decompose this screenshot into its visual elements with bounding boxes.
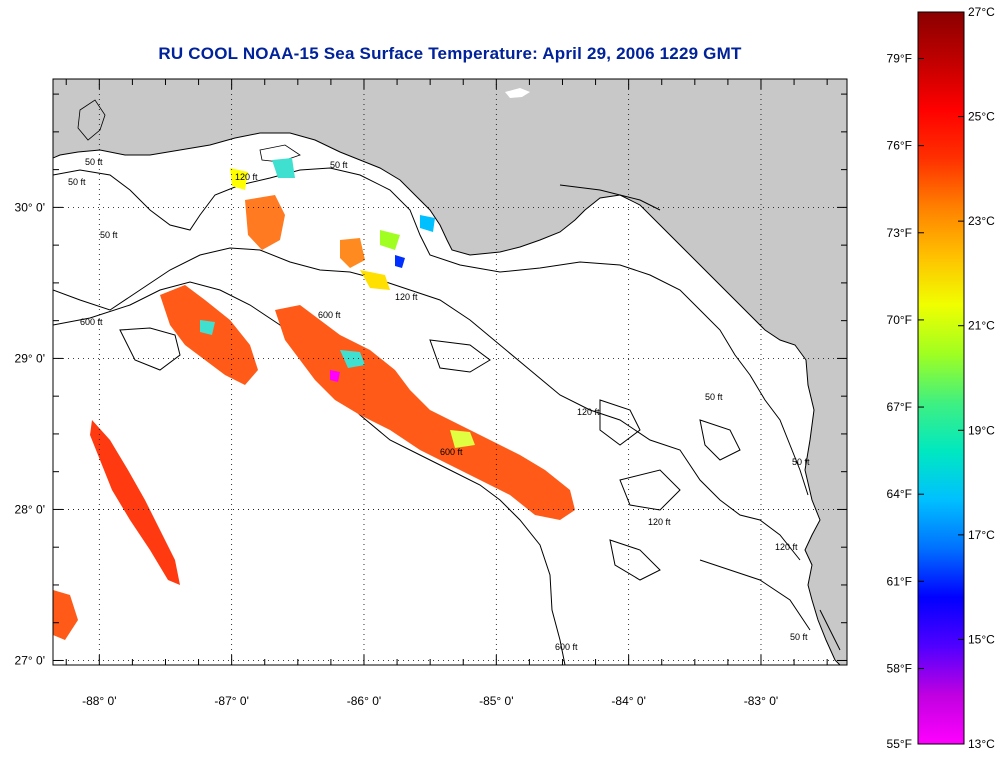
- contour-label-600ft-a: 600 ft: [80, 317, 103, 327]
- colorbar-gradient: [917, 11, 965, 745]
- sst-patch-northwest: [245, 195, 285, 250]
- latitude-tick-label: 30° 0': [15, 200, 45, 214]
- contour-label-50ft-c: 50 ft: [330, 160, 348, 170]
- sst-patch-cool-2: [450, 430, 475, 448]
- longitude-tick-label: -85° 0': [479, 694, 513, 708]
- colorbar-f-label: 61°F: [887, 574, 912, 588]
- colorbar-f-label: 55°F: [887, 737, 912, 751]
- contour-label-50ft-f: 50 ft: [792, 457, 810, 467]
- sst-patch-west-streamer: [160, 285, 258, 385]
- sst-patch-far-southwest: [53, 590, 78, 640]
- land-mass: [53, 79, 847, 665]
- contour-label-120ft-d: 120 ft: [648, 517, 671, 527]
- contour-label-120ft-a: 120 ft: [235, 172, 258, 182]
- contour-label-50ft-a: 50 ft: [85, 157, 103, 167]
- contour-label-120ft-e: 120 ft: [775, 542, 798, 552]
- longitude-tick-label: -88° 0': [82, 694, 116, 708]
- contour-label-120ft-c: 120 ft: [577, 407, 600, 417]
- colorbar-c-label: 27°C: [968, 5, 995, 19]
- sst-patch-cool-10: [420, 215, 435, 232]
- bay-inlet-1: [77, 99, 106, 141]
- longitude-tick-label: -84° 0': [611, 694, 645, 708]
- colorbar-c-label: 17°C: [968, 528, 995, 542]
- colorbar-f-label: 64°F: [887, 487, 912, 501]
- contour-label-120ft-b: 120 ft: [395, 292, 418, 302]
- contour-label-600ft-b: 600 ft: [318, 310, 341, 320]
- latitude-axis: 30° 0' 29° 0' 28° 0' 27° 0': [15, 200, 45, 667]
- longitude-tick-label: -83° 0': [744, 694, 778, 708]
- colorbar-f-label: 76°F: [887, 139, 912, 153]
- colorbar-celsius-labels: 27°C 25°C 23°C 21°C 19°C 17°C 15°C 13°C: [958, 5, 995, 751]
- sst-patch-southwest-band: [90, 420, 180, 585]
- longitude-tick-label: -87° 0': [214, 694, 248, 708]
- colorbar-f-label: 79°F: [887, 51, 912, 65]
- colorbar-c-label: 25°C: [968, 110, 995, 124]
- sst-map[interactable]: 50 ft 50 ft 50 ft 50 ft 120 ft 120 ft 12…: [0, 0, 880, 761]
- contour-label-50ft-g: 50 ft: [790, 632, 808, 642]
- sst-patch-cool-6: [272, 158, 295, 178]
- sst-patch-cool-5: [380, 230, 400, 250]
- contour-label-600ft-c: 600 ft: [440, 447, 463, 457]
- longitude-axis: -88° 0' -87° 0' -86° 0' -85° 0' -84° 0' -83° …: [82, 694, 778, 708]
- longitude-tick-label: -86° 0': [347, 694, 381, 708]
- latitude-tick-label: 27° 0': [15, 653, 45, 667]
- sst-data-patches: [53, 158, 575, 640]
- contour-labels: 50 ft 50 ft 50 ft 50 ft 120 ft 120 ft 12…: [68, 157, 810, 652]
- map-title: RU COOL NOAA-15 Sea Surface Temperature:…: [158, 44, 742, 63]
- sst-patch-cool-1: [340, 350, 365, 368]
- colorbar-fahrenheit-labels: 79°F 76°F 73°F 70°F 67°F 64°F 61°F 58°F 55°F: [887, 51, 924, 751]
- sst-patch-north: [340, 238, 365, 268]
- colorbar-c-label: 15°C: [968, 632, 995, 646]
- colorbar-f-label: 73°F: [887, 226, 912, 240]
- colorbar: 79°F 76°F 73°F 70°F 67°F 64°F 61°F 58°F 55°F 27°…: [887, 5, 996, 751]
- sst-patch-cool-3: [330, 370, 340, 382]
- colorbar-f-label: 58°F: [887, 661, 912, 675]
- colorbar-f-label: 67°F: [887, 400, 912, 414]
- contour-label-50ft-d: 50 ft: [100, 230, 118, 240]
- sst-patch-cool-9: [360, 270, 390, 290]
- colorbar-c-label: 19°C: [968, 423, 995, 437]
- sst-patch-cool-7: [230, 168, 248, 190]
- contour-label-50ft-b: 50 ft: [68, 177, 86, 187]
- island-1: [505, 88, 530, 98]
- colorbar-c-label: 23°C: [968, 214, 995, 228]
- contour-label-600ft-d: 600 ft: [555, 642, 578, 652]
- latitude-tick-label: 29° 0': [15, 351, 45, 365]
- axis-ticks: [53, 79, 847, 665]
- latitude-tick-label: 28° 0': [15, 502, 45, 516]
- sst-patch-cool-4: [200, 320, 215, 335]
- colorbar-c-label: 13°C: [968, 737, 995, 751]
- colorbar-f-label: 70°F: [887, 313, 912, 327]
- map-frame: [52, 78, 848, 666]
- contour-label-50ft-e: 50 ft: [705, 392, 723, 402]
- colorbar-c-label: 21°C: [968, 319, 995, 333]
- sst-patch-cool-8: [395, 255, 405, 268]
